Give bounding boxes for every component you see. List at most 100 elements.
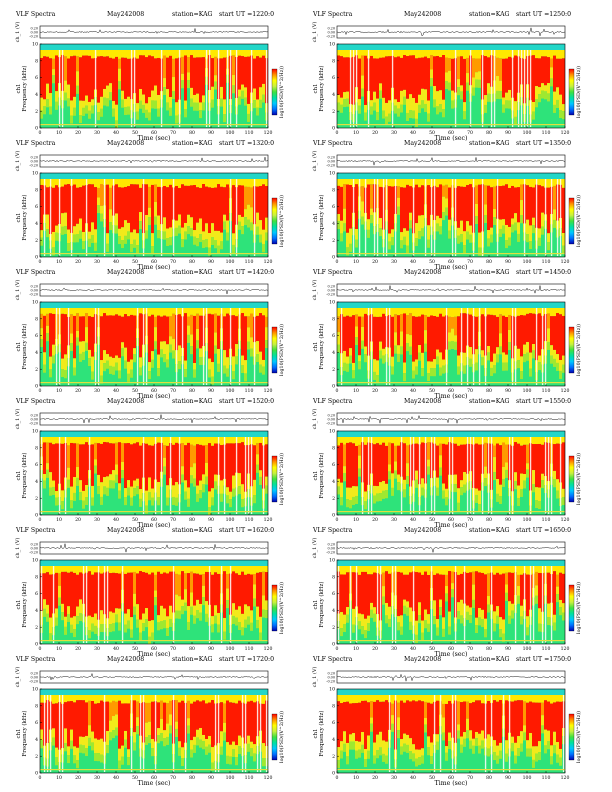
spectrum-cell [373,308,376,317]
spectrum-cell [121,90,124,100]
spectrum-cell [499,495,502,504]
spectrum-cell [214,443,217,475]
spectrum-cell [70,740,73,749]
spectrum-cell [67,229,70,244]
trace-tick-label: -0.20 [29,35,38,39]
sferic-streak [94,308,97,385]
spectrum-cell [193,94,196,103]
spectrum-cell [526,566,529,575]
x-tick-label: 0 [336,388,339,394]
spectrum-cell [169,179,172,185]
sferic-streak [418,437,421,514]
spectrum-cell [442,695,445,704]
spectrum-cell [397,50,400,57]
spectrum-cell [430,361,433,369]
spectrum-cell [88,238,91,247]
spectrum-cell [61,443,64,491]
trace-tick-label: 0.20 [327,285,335,289]
spectrum-cell [163,572,166,609]
spectrum-cell [403,702,406,734]
spectrum-cell [211,747,214,763]
spectrum-cell [124,308,127,315]
spectrum-cell [49,58,52,94]
spectrum-cell [163,185,166,218]
spectrum-cell [166,238,169,247]
spectrum-cell [403,89,406,97]
x-tick-label: 120 [264,517,273,523]
spectrum-cell [475,185,478,204]
x-tick-label: 120 [264,130,273,136]
spectrum-cell [436,223,439,232]
spectrum-cell [70,701,73,730]
spectrum-cell [85,695,88,703]
spectrum-cell [256,315,259,342]
sferic-streak [370,437,373,514]
spectrum-cell [469,314,472,348]
spectrum-cell [91,58,94,100]
spectrum-cell [364,346,367,355]
spectrum-cell [508,342,511,351]
spectrum-cell [478,232,481,248]
spectrum-cell [217,624,220,633]
spectrum-cell [235,617,238,626]
spectrum-cell [181,474,184,483]
spectrum-cell [358,105,361,114]
spectrum-cell [49,566,52,575]
spectrum-cell [145,619,148,628]
spectrum-cell [460,702,463,737]
spectrum-cell [115,695,118,702]
spectrum-cell [388,50,391,57]
spectrum-cell [157,108,160,117]
sferic-streak [496,179,499,256]
spectrum-cell [94,179,97,188]
spectrum-cell [556,362,559,371]
spectrum-cell [112,315,115,358]
spectrum-cell [145,443,148,491]
spectrum-cell [253,479,256,496]
spectrum-cell [337,701,340,748]
spectrum-cell [466,566,469,573]
spectrum-cell [109,222,112,231]
spectrum-cell [79,353,82,362]
spectrum-cell [553,622,556,631]
spectrum-cell [121,240,124,249]
spectrum-cell [538,308,541,314]
spectrum-cell [436,573,439,620]
spectrum-cell [370,106,373,115]
spectrum-cell [247,204,250,220]
spectrum-cell [349,703,352,735]
spectrum-cell [85,485,88,498]
spectrum-cell [496,57,499,77]
spectrum-cell [505,437,508,445]
spectrum-cell [436,487,439,496]
spectrum-cell [436,316,439,350]
spectrum-cell [151,572,154,621]
spectrum-cell [409,313,412,336]
spectrum-cell [73,226,76,235]
spectrum-cell [409,94,412,111]
spectrum-cell [217,363,220,372]
spectrum-cell [181,443,184,467]
spectrum-cell [79,695,82,701]
spectrum-cell [418,316,421,346]
spectrum-cell [238,622,241,631]
spectrum-cell [385,50,388,57]
spectrum-cell [130,566,133,573]
x-tick-label: 110 [542,259,551,265]
spectrum-cell [199,50,202,58]
spectrum-cell [547,695,550,702]
spectrum-cell [79,115,82,123]
spectrum-cell [220,445,223,481]
spectrum-cell [556,354,559,363]
spectrum-cell [196,93,199,103]
spectrum-cell [553,209,556,220]
spectrum-cell [112,695,115,701]
spectrum-cell [49,313,52,357]
spectrum-cell [133,742,136,751]
spectrum-cell [469,695,472,704]
spectrum-cell [82,107,85,116]
spectrum-cell [421,185,424,216]
spectrogram-panel: VLF Spectra May242008 station=KAG start UT … [311,11,582,142]
spectrum-cell [448,230,451,239]
spectrum-cell [442,109,445,118]
